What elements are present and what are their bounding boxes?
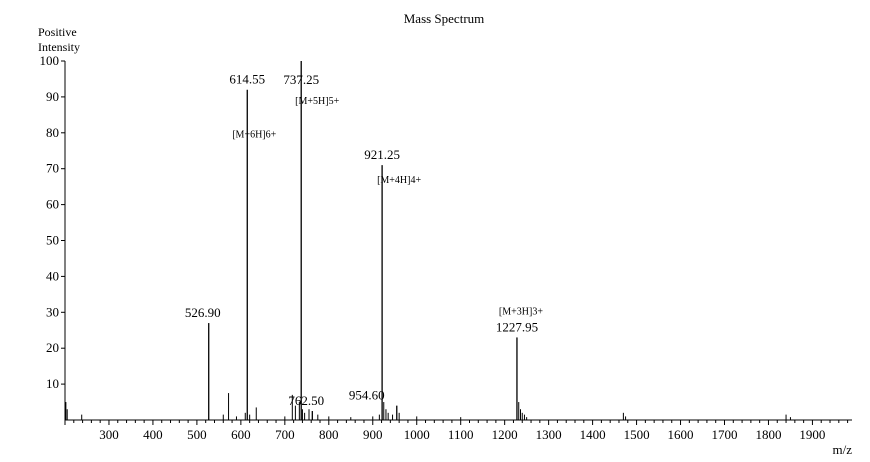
peak-label: 614.55 (229, 72, 265, 87)
peak-label: 526.90 (185, 305, 221, 320)
peak-label: 1227.95 (496, 319, 538, 334)
chart-title: Mass Spectrum (404, 11, 485, 26)
x-tick-label: 1600 (668, 427, 694, 442)
x-tick-label: 900 (363, 427, 383, 442)
y-tick-label: 50 (46, 233, 59, 248)
y-tick-label: 10 (46, 376, 59, 391)
x-tick-label: 300 (99, 427, 119, 442)
x-tick-label: 1500 (624, 427, 650, 442)
x-tick-label: 1800 (755, 427, 781, 442)
y-axis-label-line-1: Positive (38, 25, 77, 39)
major-peaks: 526.90 614.55 [M+6H]6+ 737.25 [M+5H]5+ 762.50… (185, 61, 543, 420)
y-tick-label: 100 (40, 53, 60, 68)
y-axis-label-line-2: Intensity (38, 40, 80, 54)
x-tick-label: 800 (319, 427, 339, 442)
x-tick-label: 600 (231, 427, 251, 442)
x-tick-label: 700 (275, 427, 295, 442)
x-tick-label: 1700 (711, 427, 737, 442)
minor-peaks (65, 393, 791, 420)
peak-label: 954.60 (349, 388, 385, 403)
x-tick-label: 1100 (448, 427, 474, 442)
x-tick-label: 1200 (492, 427, 518, 442)
y-tick-label: 30 (46, 304, 59, 319)
x-tick-label: 400 (143, 427, 163, 442)
y-tick-label: 40 (46, 268, 59, 283)
x-tick-label: 1400 (580, 427, 606, 442)
y-tick-label: 70 (46, 161, 59, 176)
peak-label: 762.50 (288, 393, 324, 408)
y-tick-label: 20 (46, 340, 59, 355)
y-tick-label: 60 (46, 197, 59, 212)
peak-annotation: [M+3H]3+ (499, 306, 543, 317)
peak-label: 921.25 (364, 147, 400, 162)
x-tick-label: 1000 (404, 427, 430, 442)
y-tick-label: 80 (46, 125, 59, 140)
peak-annotation: [M+6H]6+ (232, 130, 276, 141)
peak-annotation: [M+4H]4+ (377, 175, 421, 186)
x-tick-label: 1300 (536, 427, 562, 442)
x-axis-label: m/z (833, 442, 853, 457)
peak-annotation: [M+5H]5+ (295, 96, 339, 107)
x-ticks: 300 400 500 600 700 800 900 1000 1100 1200 1300 140… (64, 420, 849, 442)
x-tick-label: 1900 (799, 427, 825, 442)
y-ticks: 10 20 30 40 50 60 70 80 90 100 (40, 53, 65, 391)
peak-label: 737.25 (283, 72, 319, 87)
x-tick-label: 500 (187, 427, 207, 442)
y-tick-label: 90 (46, 89, 59, 104)
